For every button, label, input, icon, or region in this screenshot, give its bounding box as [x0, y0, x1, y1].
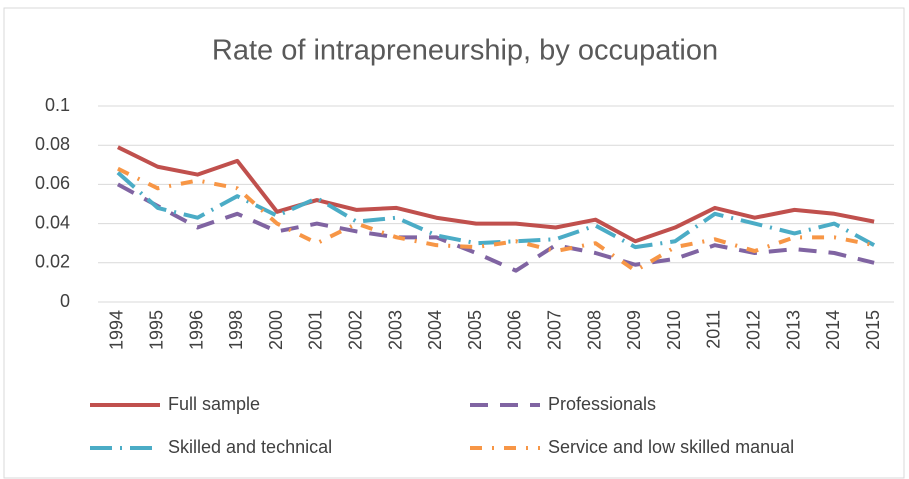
x-tick-label: 1996	[186, 310, 206, 350]
legend-label: Service and low skilled manual	[548, 437, 794, 457]
x-tick-label: 2001	[306, 310, 326, 350]
legend-label: Full sample	[168, 394, 260, 414]
x-tick-label: 2014	[823, 310, 843, 350]
y-tick-label: 0.1	[45, 95, 70, 115]
x-tick-label: 2000	[266, 310, 286, 350]
x-tick-label: 1998	[226, 310, 246, 350]
y-tick-label: 0.04	[35, 212, 70, 232]
x-tick-label: 2010	[664, 310, 684, 350]
y-tick-label: 0.08	[35, 134, 70, 154]
x-tick-label: 2003	[385, 310, 405, 350]
y-tick-label: 0.02	[35, 252, 70, 272]
x-tick-label: 2012	[743, 310, 763, 350]
x-tick-label: 2015	[863, 310, 883, 350]
chart-frame	[3, 7, 905, 479]
legend-label: Skilled and technical	[168, 437, 332, 457]
x-tick-label: 2006	[505, 310, 525, 350]
series-line	[117, 145, 875, 244]
x-tick-label: 2007	[544, 310, 564, 350]
x-tick-label: 1994	[107, 310, 127, 350]
series-line	[117, 166, 875, 273]
chart-title: Rate of intrapreneurship, by occupation	[212, 35, 718, 67]
legend-label: Professionals	[548, 394, 656, 414]
x-tick-label: 2011	[704, 310, 724, 349]
x-tick-label: 2008	[584, 310, 604, 350]
x-tick-label: 2002	[345, 310, 365, 350]
y-tick-label: 0.06	[35, 173, 70, 193]
x-tick-label: 2004	[425, 310, 445, 350]
x-tick-label: 2009	[624, 310, 644, 350]
series-line	[116, 182, 875, 273]
x-tick-label: 2013	[783, 310, 803, 350]
x-tick-label: 2005	[465, 310, 485, 350]
y-tick-label: 0	[60, 291, 70, 311]
x-tick-label: 1995	[146, 310, 166, 350]
